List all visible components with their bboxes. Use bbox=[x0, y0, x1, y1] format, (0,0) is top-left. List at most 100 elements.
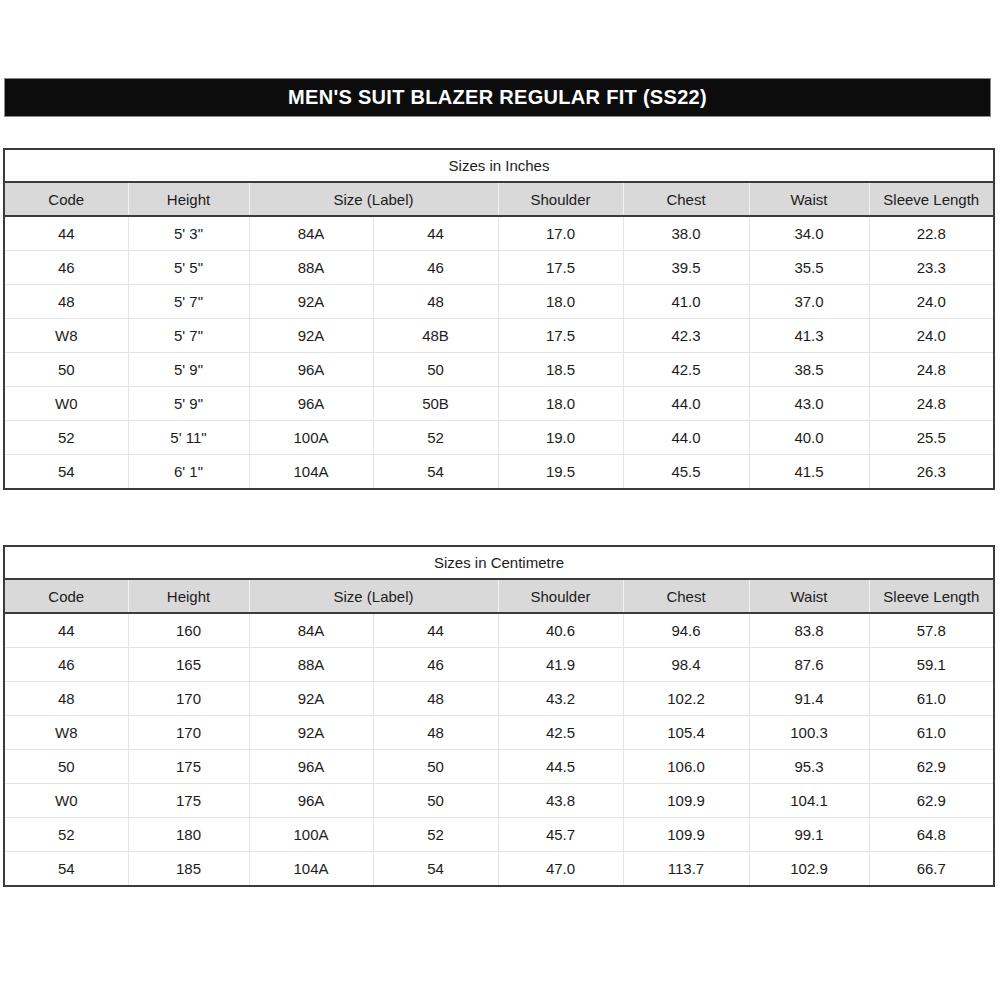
table-cell: 61.0 bbox=[869, 716, 994, 750]
table-cell: 44 bbox=[4, 613, 128, 648]
table-cell: 5' 9" bbox=[128, 387, 249, 421]
table-cell: 84A bbox=[249, 216, 373, 251]
table-cell: 96A bbox=[249, 387, 373, 421]
column-header-chest: Chest bbox=[623, 579, 749, 613]
table-cell: 50 bbox=[373, 784, 498, 818]
table-cell: 50 bbox=[373, 353, 498, 387]
table-cell: W8 bbox=[4, 716, 128, 750]
table-cell: 44.5 bbox=[498, 750, 623, 784]
table-cell: 40.6 bbox=[498, 613, 623, 648]
table-cell: 91.4 bbox=[749, 682, 869, 716]
table-cell: 17.5 bbox=[498, 251, 623, 285]
table-cell: 54 bbox=[373, 455, 498, 490]
table-cell: 92A bbox=[249, 716, 373, 750]
column-header-size-label: Size (Label) bbox=[249, 182, 498, 216]
table-cell: 106.0 bbox=[623, 750, 749, 784]
table-cell: 18.5 bbox=[498, 353, 623, 387]
table-cell: 45.5 bbox=[623, 455, 749, 490]
table-cell: 48B bbox=[373, 319, 498, 353]
table-cell: 40.0 bbox=[749, 421, 869, 455]
inches-table-section: Sizes in Inches Code Height Size (Label)… bbox=[3, 148, 993, 490]
table-cell: 50 bbox=[373, 750, 498, 784]
table-cell: 42.5 bbox=[498, 716, 623, 750]
table-cell: 5' 7" bbox=[128, 285, 249, 319]
table-cell: 41.0 bbox=[623, 285, 749, 319]
table-cell: 87.6 bbox=[749, 648, 869, 682]
column-header-code: Code bbox=[4, 579, 128, 613]
table-cell: 113.7 bbox=[623, 852, 749, 887]
table-header-row: Code Height Size (Label) Shoulder Chest … bbox=[4, 182, 994, 216]
table-cell: 180 bbox=[128, 818, 249, 852]
table-cell: 42.3 bbox=[623, 319, 749, 353]
table-cell: 5' 9" bbox=[128, 353, 249, 387]
table-cell: W8 bbox=[4, 319, 128, 353]
table-cell: 46 bbox=[4, 251, 128, 285]
table-cell: 102.9 bbox=[749, 852, 869, 887]
table-row: 505' 9"96A5018.542.538.524.8 bbox=[4, 353, 994, 387]
column-header-waist: Waist bbox=[749, 579, 869, 613]
table-cell: 41.5 bbox=[749, 455, 869, 490]
table-cell: 92A bbox=[249, 319, 373, 353]
table-cell: 44 bbox=[373, 216, 498, 251]
table-cell: 100A bbox=[249, 818, 373, 852]
table-cell: 95.3 bbox=[749, 750, 869, 784]
table-row: 546' 1"104A5419.545.541.526.3 bbox=[4, 455, 994, 490]
size-chart-page: MEN'S SUIT BLAZER REGULAR FIT (SS22) Siz… bbox=[0, 0, 1000, 1000]
table-caption-row: Sizes in Centimetre bbox=[4, 546, 994, 579]
column-header-chest: Chest bbox=[623, 182, 749, 216]
table-cell: 175 bbox=[128, 784, 249, 818]
table-row: 525' 11"100A5219.044.040.025.5 bbox=[4, 421, 994, 455]
table-row: 485' 7"92A4818.041.037.024.0 bbox=[4, 285, 994, 319]
table-cell: 48 bbox=[4, 682, 128, 716]
inches-table: Sizes in Inches Code Height Size (Label)… bbox=[3, 148, 995, 490]
column-header-height: Height bbox=[128, 182, 249, 216]
table-cell: 24.0 bbox=[869, 319, 994, 353]
table-cell: 18.0 bbox=[498, 285, 623, 319]
table-cell: 44 bbox=[4, 216, 128, 251]
column-header-sleeve-length: Sleeve Length bbox=[869, 182, 994, 216]
table-row: 54185104A5447.0113.7102.966.7 bbox=[4, 852, 994, 887]
centimetre-table-section: Sizes in Centimetre Code Height Size (La… bbox=[3, 545, 993, 887]
table-cell: 48 bbox=[373, 682, 498, 716]
table-cell: 24.8 bbox=[869, 353, 994, 387]
table-cell: 46 bbox=[373, 648, 498, 682]
table-cell: 64.8 bbox=[869, 818, 994, 852]
table-cell: 37.0 bbox=[749, 285, 869, 319]
table-cell: 54 bbox=[4, 852, 128, 887]
table-cell: 61.0 bbox=[869, 682, 994, 716]
table-row: 4416084A4440.694.683.857.8 bbox=[4, 613, 994, 648]
table-cell: 170 bbox=[128, 682, 249, 716]
table-caption-centimetre: Sizes in Centimetre bbox=[4, 546, 994, 579]
table-cell: 54 bbox=[373, 852, 498, 887]
table-cell: 175 bbox=[128, 750, 249, 784]
table-cell: 48 bbox=[373, 285, 498, 319]
table-cell: 35.5 bbox=[749, 251, 869, 285]
table-cell: 52 bbox=[4, 421, 128, 455]
table-cell: 99.1 bbox=[749, 818, 869, 852]
table-cell: 160 bbox=[128, 613, 249, 648]
table-header-row: Code Height Size (Label) Shoulder Chest … bbox=[4, 579, 994, 613]
column-header-code: Code bbox=[4, 182, 128, 216]
table-cell: 50 bbox=[4, 750, 128, 784]
table-cell: 23.3 bbox=[869, 251, 994, 285]
table-caption-row: Sizes in Inches bbox=[4, 149, 994, 182]
table-cell: 22.8 bbox=[869, 216, 994, 251]
table-cell: 52 bbox=[373, 818, 498, 852]
column-header-shoulder: Shoulder bbox=[498, 182, 623, 216]
table-cell: 88A bbox=[249, 251, 373, 285]
table-cell: 34.0 bbox=[749, 216, 869, 251]
table-cell: 24.8 bbox=[869, 387, 994, 421]
table-cell: 41.3 bbox=[749, 319, 869, 353]
table-cell: 5' 3" bbox=[128, 216, 249, 251]
table-row: 4616588A4641.998.487.659.1 bbox=[4, 648, 994, 682]
table-cell: 96A bbox=[249, 353, 373, 387]
table-cell: 84A bbox=[249, 613, 373, 648]
table-caption-inches: Sizes in Inches bbox=[4, 149, 994, 182]
table-cell: 98.4 bbox=[623, 648, 749, 682]
table-cell: 19.5 bbox=[498, 455, 623, 490]
table-row: W817092A4842.5105.4100.361.0 bbox=[4, 716, 994, 750]
table-cell: 42.5 bbox=[623, 353, 749, 387]
table-cell: W0 bbox=[4, 784, 128, 818]
column-header-height: Height bbox=[128, 579, 249, 613]
table-cell: 52 bbox=[373, 421, 498, 455]
